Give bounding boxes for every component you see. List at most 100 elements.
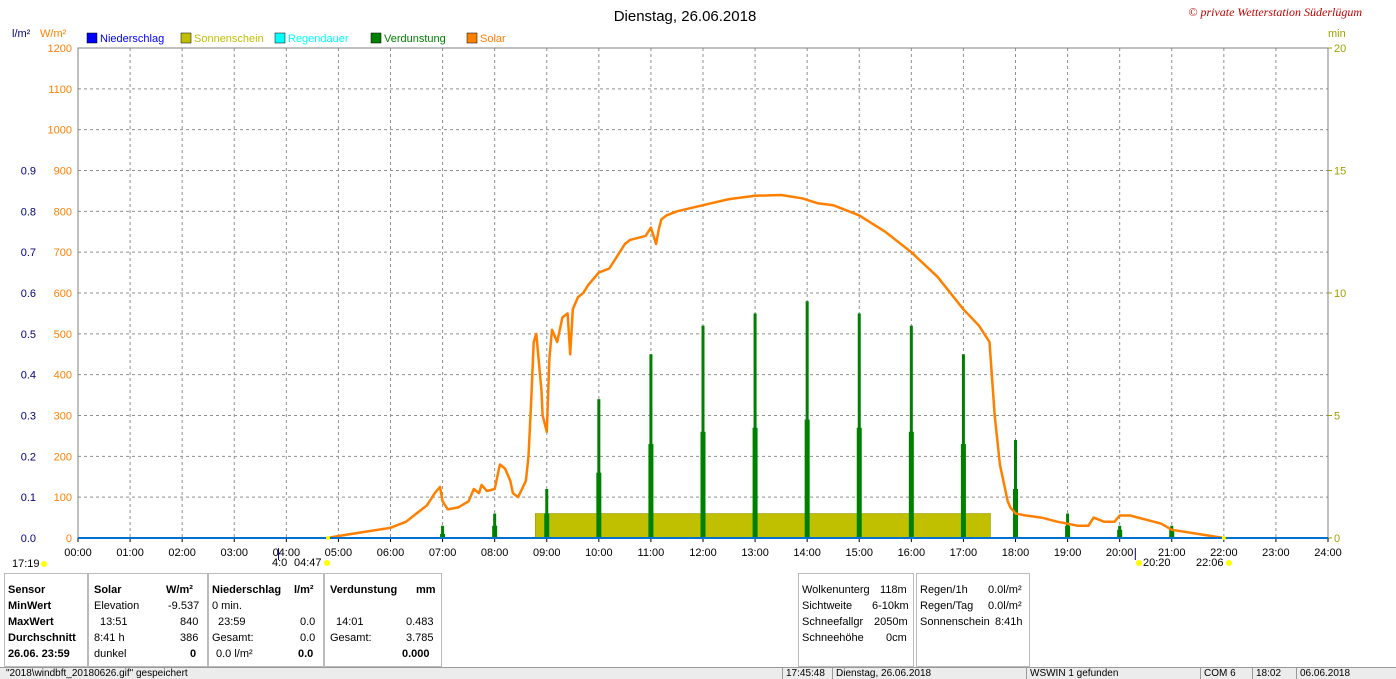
row-sensor: Sensor <box>8 584 46 596</box>
annot-rise-mark: 4:0 <box>272 557 287 569</box>
weather-1-value: 6-10km <box>872 600 909 612</box>
weather-0-label: Wolkenunterg <box>802 584 870 596</box>
y-solar-tick-11: 1100 <box>48 84 72 96</box>
y-min-tick-4: 20 <box>1334 43 1346 55</box>
y-solar-tick-3: 300 <box>54 411 72 423</box>
panel-rain <box>916 573 1030 667</box>
row-avg: Durchschnitt <box>8 632 76 644</box>
x-tick-14: 14:00 <box>793 547 821 559</box>
precip-gesamt-label: Gesamt: <box>212 632 254 644</box>
y-precip-tick-5: 0.5 <box>21 329 36 341</box>
y-solar-tick-0: 0 <box>66 533 72 545</box>
row-date: 26.06. 23:59 <box>8 648 70 660</box>
y-precip-tick-9: 0.9 <box>21 166 36 178</box>
x-tick-23: 23:00 <box>1262 547 1290 559</box>
panel-evap <box>324 573 442 667</box>
evap-bar-base-13 <box>1117 529 1123 538</box>
evap-bar-base-8 <box>856 427 862 538</box>
x-tick-18: 18:00 <box>1002 547 1030 559</box>
legend: Niederschlag Sonnenschein Regendauer Verdun… <box>86 32 506 45</box>
rain-2-value: 8:41h <box>995 616 1023 628</box>
evap-bar-0 <box>441 525 445 538</box>
sunshine-bar <box>535 513 991 539</box>
x-tick-15: 15:00 <box>845 547 873 559</box>
solar-max-time: 13:51 <box>100 616 128 628</box>
evap-gesamt-label: Gesamt: <box>330 632 372 644</box>
solar-min-label: Elevation <box>94 600 140 612</box>
y-solar-tick-5: 500 <box>54 329 72 341</box>
row-min: MinWert <box>8 600 52 612</box>
row-max: MaxWert <box>8 616 54 628</box>
y-precip-tick-4: 0.4 <box>21 370 36 382</box>
x-tick-9: 09:00 <box>533 547 561 559</box>
evap-max-time: 14:01 <box>336 616 364 628</box>
precip-now-val: 0.0 <box>298 648 314 660</box>
evap-bar-base-10 <box>960 444 966 538</box>
weather-3-value: 0cm <box>886 632 907 644</box>
x-tick-3: 03:00 <box>220 547 248 559</box>
evap-bar-5 <box>701 325 705 538</box>
unit-min-label: min <box>1328 28 1346 40</box>
status-clock: 18:02 <box>1252 668 1297 679</box>
solar-now-val: 0 <box>190 648 197 660</box>
evap-bar-7 <box>805 301 809 538</box>
evap-bar-8 <box>857 313 861 538</box>
solar-max-val: 840 <box>180 616 199 628</box>
y-solar-tick-7: 700 <box>54 247 72 259</box>
solar-line <box>327 193 1224 540</box>
annot-set-dot <box>1136 560 1142 566</box>
status-time: 17:45:48 <box>782 668 833 679</box>
copyright-text: © private Wetterstation Süderlügum <box>1188 5 1362 19</box>
y-min-tick-0: 0 <box>1334 533 1340 545</box>
x-tick-16: 16:00 <box>898 547 926 559</box>
legend-swatch-2 <box>274 32 286 44</box>
y-solar-tick-8: 800 <box>54 206 72 218</box>
status-file: "2018\windbft_20180626.gif" gespeichert <box>2 668 783 679</box>
evap-bar-base-0 <box>440 533 446 538</box>
annot-moon-dot <box>1226 560 1232 566</box>
evap-bar-base-9 <box>908 431 914 538</box>
status-com: COM 6 <box>1200 668 1253 679</box>
rain-0-value: 0.0l/m² <box>988 584 1022 596</box>
x-tick-20: 20:00 <box>1106 547 1134 559</box>
panel-precip <box>208 573 324 667</box>
precip-header: Niederschlag <box>212 584 282 596</box>
annot-set-axis-dot <box>1221 536 1226 540</box>
unit-precip-label: l/m² <box>12 28 31 40</box>
evap-bar-base-14 <box>1169 529 1175 538</box>
rain-1-label: Regen/Tag <box>920 600 974 612</box>
evap-bar-base-4 <box>648 444 654 538</box>
evap-bar-6 <box>753 313 757 538</box>
solar-header: Solar <box>94 584 122 596</box>
x-tick-13: 13:00 <box>741 547 769 559</box>
annot-moon-time: 22:06 <box>1196 557 1224 569</box>
x-tick-24: 24:00 <box>1314 547 1342 559</box>
y-solar-tick-6: 600 <box>54 288 72 300</box>
evap-unit: mm <box>416 584 436 596</box>
panel-solar <box>88 573 208 667</box>
evap-bar-3 <box>597 399 601 538</box>
legend-swatch-4 <box>466 32 478 44</box>
y-solar-tick-1: 100 <box>54 492 72 504</box>
y-precip-tick-0: 0.0 <box>21 533 36 545</box>
annot-set-time: 20:20 <box>1143 557 1171 569</box>
y-precip-tick-7: 0.7 <box>21 247 36 259</box>
panel-weather <box>798 573 914 667</box>
evap-bar-base-7 <box>804 419 810 538</box>
legend-label-3: Verdunstung <box>384 33 446 45</box>
status-sysdate: 06.06.2018 <box>1296 668 1396 679</box>
weather-chart: Dienstag, 26.06.2018 © private Wettersta… <box>12 5 1362 570</box>
precip-max-time: 23:59 <box>218 616 246 628</box>
annotations: 17:19 4:0 04:47 20:20 22:06 <box>12 536 1232 570</box>
x-tick-6: 06:00 <box>377 547 405 559</box>
x-tick-12: 12:00 <box>689 547 717 559</box>
annot-rise-axis-dot <box>326 536 330 540</box>
y-precip-tick-6: 0.6 <box>21 288 36 300</box>
y-min-tick-1: 5 <box>1334 411 1340 423</box>
plot-area <box>78 193 1328 540</box>
legend-label-1: Sonnenschein <box>194 33 264 45</box>
solar-unit: W/m² <box>166 584 193 596</box>
legend-label-4: Solar <box>480 33 506 45</box>
evap-bar-base-3 <box>596 472 602 538</box>
